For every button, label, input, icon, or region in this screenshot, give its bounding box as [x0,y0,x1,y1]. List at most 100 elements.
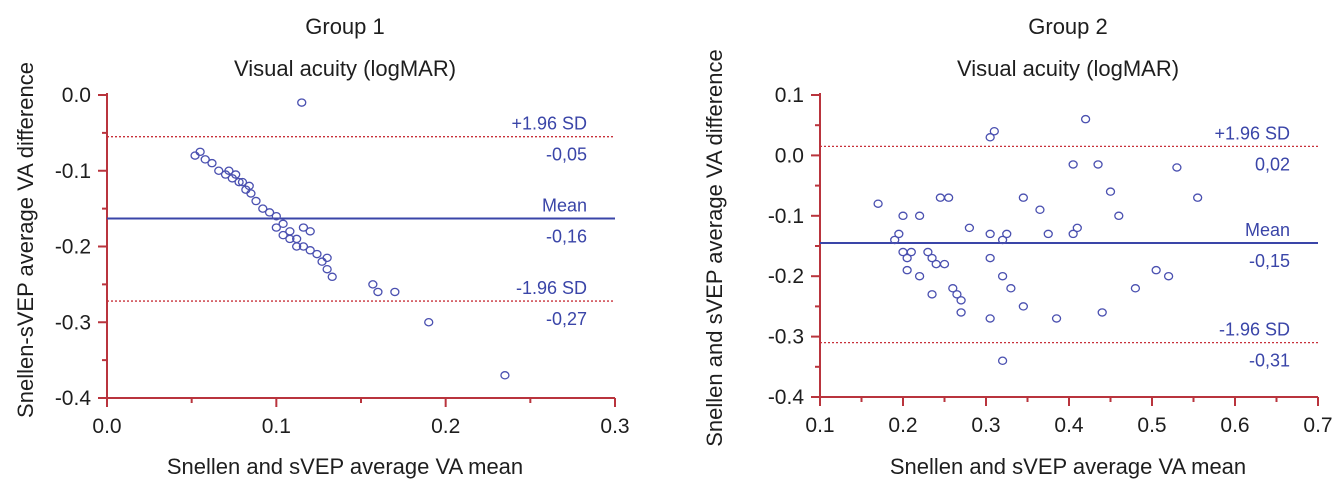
data-point [1043,229,1053,239]
data-point [985,133,995,142]
data-point [234,177,244,187]
data-point [927,253,937,263]
x-tick-label: 0.3 [600,415,629,438]
data-point [278,230,288,240]
data-point [1172,163,1182,172]
data-point [948,284,958,293]
data-point [312,249,322,259]
x-tick-label: 0.1 [805,414,834,437]
data-point [278,219,288,229]
data-point [1068,160,1078,169]
data-point [271,211,281,221]
data-point [873,199,883,208]
data-point [890,235,900,245]
x-tick-label: 0.5 [1137,414,1166,437]
data-point [195,147,205,157]
y-tick-label: 0.0 [62,84,91,107]
y-tick-label: -0.4 [768,386,805,409]
data-point [956,296,966,305]
y-tick-label: -0.3 [55,311,91,334]
x-axis-label: Snellen and sVEP average VA mean [167,454,523,479]
upper-limit-line-value: 0,02 [1255,154,1290,174]
data-point [322,253,332,263]
data-point [898,211,908,221]
x-tick-label: 0.1 [262,415,291,438]
data-point [246,189,256,198]
x-tick-label: 0.4 [1054,414,1084,437]
data-point [271,223,281,232]
data-point [997,356,1008,366]
data-point [322,264,332,274]
y-axis-label: Snellen and sVEP average VA difference [702,49,727,447]
data-point [292,242,302,251]
data-point [1002,229,1012,239]
mean-line-label: Mean [542,195,587,215]
lower-limit-line-value: -0,31 [1249,351,1290,371]
data-point [305,246,315,255]
lower-limit-line-label: -1.96 SD [1219,320,1290,340]
data-point [914,211,925,221]
chart-panel-group-1: Group 1 Visual acuity (logMAR) Snellen a… [13,14,630,479]
data-point [1035,205,1045,215]
data-point [997,235,1008,245]
y-tick-label: -0.2 [768,265,804,288]
upper-limit-line-label: +1.96 SD [1214,123,1290,143]
x-tick-label: 0.7 [1303,414,1332,437]
data-point [305,227,315,236]
data-point [1114,211,1124,221]
data-point [368,280,378,289]
data-point [244,181,254,191]
data-point [902,265,912,275]
data-point [1193,193,1203,202]
data-point [1163,271,1174,281]
data-point [1105,187,1116,196]
data-point [923,247,933,257]
data-point [939,259,950,269]
data-point [944,193,954,202]
y-tick-label: -0.4 [55,387,92,410]
data-point [327,272,337,282]
mean-line-value: -0,16 [546,226,587,246]
y-axis-label: Snellen-sVEP average VA difference [13,62,38,418]
chart-panel-group-2: Group 2 Visual acuity (logMAR) Snellen a… [702,14,1333,479]
mean-line-label: Mean [1245,220,1290,240]
y-tick-label: -0.1 [55,160,91,183]
data-point [931,259,941,269]
data-point [1097,308,1107,317]
chart-title: Group 2 [1028,14,1108,39]
data-point [1018,302,1028,311]
x-tick-label: 0.0 [92,415,121,438]
chart-title: Group 1 [305,14,385,39]
data-point [956,308,966,317]
data-point [264,208,275,217]
data-point [373,287,383,297]
data-point [1068,229,1078,239]
data-point [1072,223,1082,233]
data-point [190,151,200,160]
y-tick-label: -0.3 [768,326,804,349]
data-point [1018,193,1028,202]
data-point [1151,265,1161,275]
x-axis-label: Snellen and sVEP average VA mean [890,454,1246,479]
y-tick-label: -0.1 [768,205,804,228]
data-point [200,155,210,164]
upper-limit-line-value: -0,05 [546,145,587,165]
data-point [1093,160,1103,169]
chart-subtitle: Visual acuity (logMAR) [234,56,456,81]
data-point [298,223,309,232]
data-point [231,170,241,179]
data-point [1080,114,1091,124]
data-point [927,290,937,299]
data-point [390,287,400,297]
data-point [985,314,995,323]
data-point [997,271,1008,281]
data-point [298,242,309,251]
data-point [964,223,975,233]
mean-line-value: -0,15 [1249,251,1290,271]
upper-limit-line-label: +1.96 SD [511,114,587,134]
data-point [224,166,234,175]
data-point [914,271,925,281]
lower-limit-line-value: -0,27 [546,309,587,329]
data-point [989,126,999,136]
